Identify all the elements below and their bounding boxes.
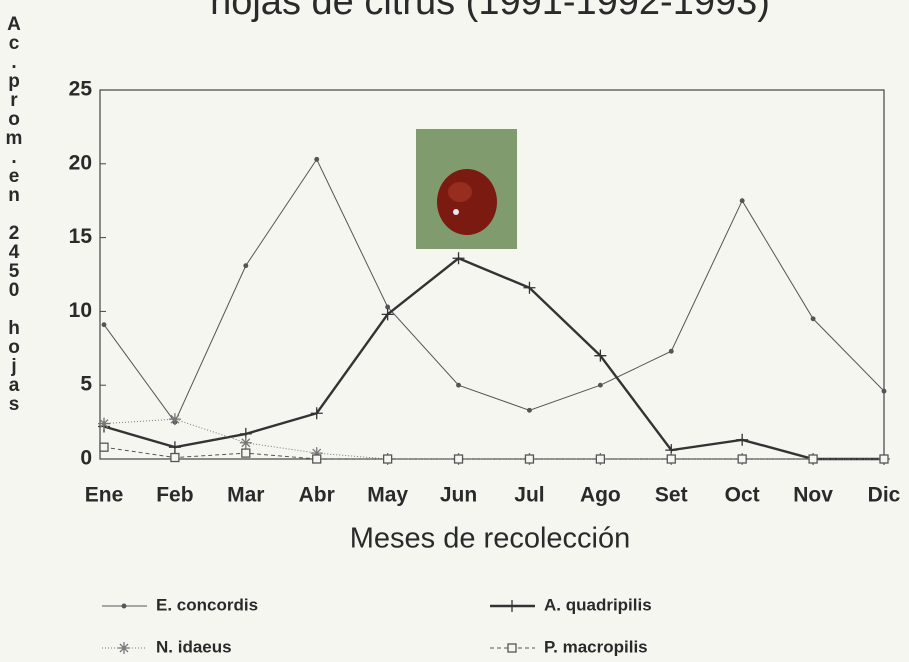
legend-marker — [122, 604, 126, 608]
point — [384, 455, 392, 463]
legend-label: N. idaeus — [156, 637, 232, 656]
x-tick-label: Mar — [227, 484, 264, 507]
chart: hojas de citrus (1991-1992-1993) Ac.prom… — [0, 0, 909, 662]
y-tick-label: 25 — [69, 78, 93, 101]
legend-item: A. quadripilis — [490, 595, 652, 614]
point — [240, 437, 252, 449]
point — [525, 455, 533, 463]
x-axis-label: Meses de recolección — [350, 523, 630, 555]
point — [599, 383, 603, 387]
legend-marker — [506, 600, 518, 612]
x-tick-label: Jun — [440, 484, 477, 507]
legend-marker — [508, 644, 516, 652]
legend-label: E. concordis — [156, 595, 258, 614]
series — [98, 252, 890, 465]
point — [811, 317, 815, 321]
point — [528, 408, 532, 412]
series-line — [104, 447, 884, 459]
legend-item: N. idaeus — [102, 637, 232, 656]
x-tick-label: Ene — [85, 484, 124, 507]
x-tick-label: Ago — [580, 484, 621, 507]
legend-label: P. macropilis — [544, 637, 648, 656]
y-tick-label: 20 — [69, 151, 92, 174]
point — [455, 455, 463, 463]
point — [169, 413, 181, 425]
point — [242, 449, 250, 457]
x-tick-label: Oct — [725, 484, 760, 507]
point — [102, 323, 106, 327]
point — [171, 454, 179, 462]
series-line — [104, 258, 884, 459]
point — [809, 455, 817, 463]
x-tick-label: Feb — [156, 484, 193, 507]
point — [882, 389, 886, 393]
x-tick-label: Jul — [514, 484, 544, 507]
y-axis-label: Ac.prom.en 2450 hojas — [4, 14, 25, 413]
point — [667, 455, 675, 463]
point — [457, 383, 461, 387]
x-tick-label: Dic — [868, 484, 901, 507]
y-tick-label: 0 — [80, 447, 92, 470]
legend-marker — [118, 642, 130, 654]
x-tick-label: May — [367, 484, 408, 507]
point — [880, 455, 888, 463]
legend-item: E. concordis — [102, 595, 258, 614]
point — [596, 455, 604, 463]
x-tick-label: Nov — [793, 484, 833, 507]
point — [669, 349, 673, 353]
point — [244, 264, 248, 268]
point — [315, 158, 319, 162]
legend-item: P. macropilis — [490, 637, 648, 656]
point — [736, 434, 748, 446]
x-tick-label: Abr — [299, 484, 335, 507]
legend-label: A. quadripilis — [544, 595, 652, 614]
point — [738, 455, 746, 463]
x-tick-label: Set — [655, 484, 688, 507]
point — [169, 441, 181, 453]
y-tick-label: 5 — [80, 373, 92, 396]
point — [740, 199, 744, 203]
point — [313, 455, 321, 463]
point — [100, 443, 108, 451]
y-tick-label: 10 — [69, 299, 92, 322]
mite-photo — [416, 129, 517, 249]
y-tick-label: 15 — [69, 225, 93, 248]
point — [386, 305, 390, 309]
chart-title: hojas de citrus (1991-1992-1993) — [210, 0, 770, 23]
